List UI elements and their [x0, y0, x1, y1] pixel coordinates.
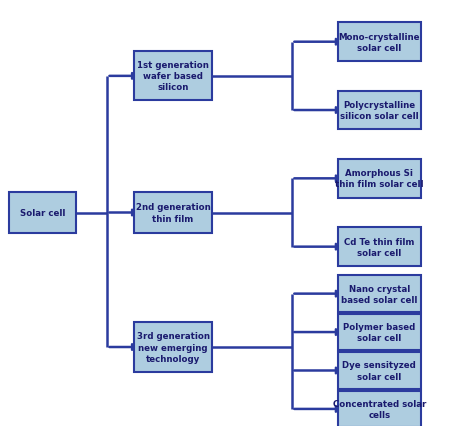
FancyBboxPatch shape: [134, 52, 212, 101]
FancyBboxPatch shape: [134, 323, 212, 371]
FancyBboxPatch shape: [9, 193, 76, 233]
FancyBboxPatch shape: [337, 92, 421, 130]
Text: Polycrystalline
silicon solar cell: Polycrystalline silicon solar cell: [340, 101, 419, 121]
Text: Solar cell: Solar cell: [20, 208, 65, 218]
FancyBboxPatch shape: [134, 193, 212, 233]
Text: Nano crystal
based solar cell: Nano crystal based solar cell: [341, 284, 418, 304]
FancyBboxPatch shape: [337, 276, 421, 312]
FancyBboxPatch shape: [337, 314, 421, 350]
FancyBboxPatch shape: [337, 23, 421, 62]
Text: 2nd generation
thin film: 2nd generation thin film: [136, 203, 210, 223]
Text: Concentrated solar
cells: Concentrated solar cells: [333, 399, 426, 419]
Text: Amorphous Si
thin film solar cell: Amorphous Si thin film solar cell: [335, 169, 423, 189]
FancyBboxPatch shape: [337, 228, 421, 266]
FancyBboxPatch shape: [337, 391, 421, 426]
Text: Mono-crystalline
solar cell: Mono-crystalline solar cell: [338, 32, 420, 53]
FancyBboxPatch shape: [337, 160, 421, 198]
Text: Cd Te thin film
solar cell: Cd Te thin film solar cell: [344, 237, 414, 257]
Text: 1st generation
wafer based
silicon: 1st generation wafer based silicon: [137, 61, 209, 92]
Text: 3rd generation
new emerging
technology: 3rd generation new emerging technology: [137, 331, 210, 363]
FancyBboxPatch shape: [337, 353, 421, 389]
Text: Dye sensityzed
solar cell: Dye sensityzed solar cell: [342, 360, 416, 381]
Text: Polymer based
solar cell: Polymer based solar cell: [343, 322, 415, 343]
